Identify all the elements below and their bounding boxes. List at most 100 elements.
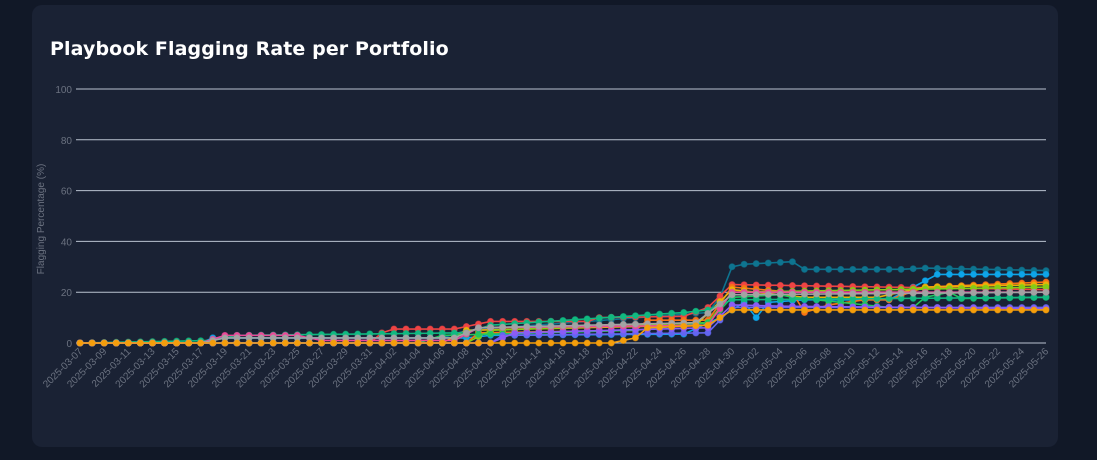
- data-point: [462, 339, 470, 347]
- data-point: [825, 265, 833, 273]
- data-point: [245, 339, 253, 347]
- data-point: [595, 339, 603, 347]
- data-point: [982, 289, 990, 297]
- data-point: [982, 270, 990, 278]
- data-point: [499, 323, 507, 331]
- data-point: [680, 322, 688, 330]
- data-point: [692, 307, 700, 315]
- data-point: [982, 306, 990, 314]
- data-point: [583, 339, 591, 347]
- data-point: [1042, 288, 1050, 296]
- y-tick-label: 80: [61, 136, 73, 147]
- data-point: [897, 289, 905, 297]
- data-point: [970, 289, 978, 297]
- data-point: [1018, 270, 1026, 278]
- data-point: [945, 306, 953, 314]
- data-point: [873, 306, 881, 314]
- data-point: [764, 259, 772, 267]
- data-point: [547, 322, 555, 330]
- data-point: [656, 323, 664, 331]
- data-point: [837, 306, 845, 314]
- data-point: [619, 320, 627, 328]
- data-point: [933, 264, 941, 272]
- data-point: [788, 306, 796, 314]
- data-point: [583, 315, 591, 323]
- data-point: [873, 290, 881, 298]
- data-point: [909, 265, 917, 273]
- data-point: [704, 309, 712, 317]
- data-point: [644, 324, 652, 332]
- data-point: [487, 339, 495, 347]
- data-point: [933, 289, 941, 297]
- data-point: [1018, 288, 1026, 296]
- data-point: [668, 323, 676, 331]
- data-point: [945, 265, 953, 273]
- data-point: [619, 336, 627, 344]
- data-point: [776, 306, 784, 314]
- data-point: [1030, 270, 1038, 278]
- data-point: [788, 282, 796, 290]
- data-point: [945, 289, 953, 297]
- data-point: [305, 339, 313, 347]
- data-point: [100, 339, 108, 347]
- data-point: [559, 339, 567, 347]
- data-point: [933, 270, 941, 278]
- data-point: [535, 322, 543, 330]
- data-point: [740, 306, 748, 314]
- data-point: [680, 309, 688, 317]
- data-point: [124, 339, 132, 347]
- data-point: [909, 306, 917, 314]
- data-point: [595, 321, 603, 329]
- data-point: [631, 312, 639, 320]
- data-point: [970, 270, 978, 278]
- data-point: [728, 306, 736, 314]
- data-point: [474, 339, 482, 347]
- data-point: [885, 289, 893, 297]
- data-point: [1042, 306, 1050, 314]
- data-point: [281, 339, 289, 347]
- data-point: [885, 306, 893, 314]
- data-point: [414, 339, 422, 347]
- data-point: [148, 339, 156, 347]
- data-point: [499, 339, 507, 347]
- data-point: [752, 306, 760, 314]
- data-point: [716, 300, 724, 308]
- data-point: [390, 339, 398, 347]
- data-point: [354, 339, 362, 347]
- data-point: [1042, 270, 1050, 278]
- data-point: [631, 334, 639, 342]
- data-point: [970, 306, 978, 314]
- data-point: [994, 270, 1002, 278]
- data-point: [776, 281, 784, 289]
- data-point: [378, 339, 386, 347]
- data-point: [136, 339, 144, 347]
- data-point: [801, 306, 808, 314]
- data-point: [861, 265, 869, 273]
- data-point: [656, 310, 664, 318]
- data-point: [607, 339, 615, 347]
- data-point: [644, 311, 652, 319]
- data-point: [631, 320, 639, 328]
- data-point: [487, 323, 495, 331]
- chart-card: [32, 5, 1058, 447]
- data-point: [692, 322, 700, 330]
- data-point: [873, 265, 881, 273]
- data-point: [801, 265, 808, 273]
- y-tick-label: 40: [61, 237, 73, 248]
- data-point: [752, 291, 760, 299]
- data-point: [957, 270, 965, 278]
- y-axis-ticks: 0 20 40 60 80 100: [55, 85, 72, 350]
- y-tick-label: 20: [61, 288, 73, 299]
- data-point: [837, 290, 845, 298]
- data-point: [849, 265, 857, 273]
- data-point: [571, 322, 579, 329]
- data-point: [185, 339, 193, 347]
- data-point: [994, 306, 1002, 314]
- data-point: [801, 290, 808, 298]
- data-point: [76, 339, 84, 347]
- data-point: [511, 323, 519, 331]
- data-point: [1030, 288, 1038, 296]
- data-point: [173, 339, 181, 347]
- data-point: [487, 330, 495, 338]
- data-point: [728, 263, 736, 271]
